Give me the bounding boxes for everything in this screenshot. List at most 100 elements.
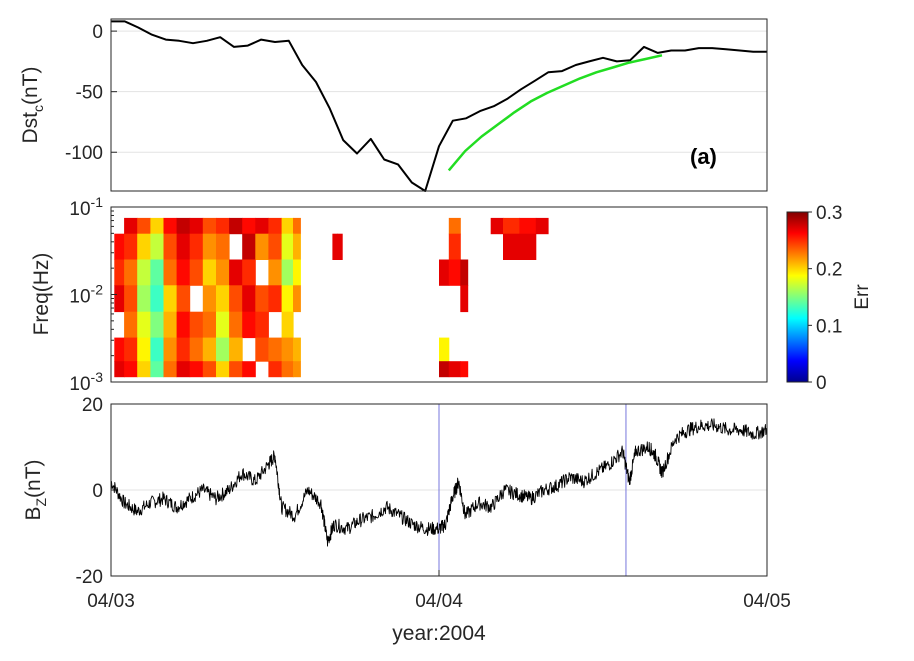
freq-tick-label: 10-3 [69, 369, 103, 395]
heatmap-cell [163, 217, 178, 235]
heatmap-cell [448, 233, 461, 260]
spectrum-ylabel: Freq(Hz) [30, 253, 53, 336]
heatmap-cell [255, 311, 269, 339]
heatmap-cell [439, 337, 450, 362]
heatmap-cell [460, 361, 469, 378]
heatmap-cell [137, 311, 151, 339]
heatmap-cell [242, 311, 256, 339]
heatmap-cell [176, 337, 191, 362]
heatmap-cell [281, 311, 294, 339]
heatmap-cell [242, 361, 256, 378]
heatmap-cell [150, 311, 164, 339]
colorbar-label: Err [852, 284, 873, 310]
heatmap-cell [114, 337, 125, 362]
heatmap-cell [535, 217, 549, 235]
heatmap-cell [268, 361, 282, 378]
colorbar: 0 0.1 0.2 0.3 Err [786, 203, 873, 394]
heatmap-cell [137, 259, 151, 286]
heatmap-cell [150, 285, 164, 313]
heatmap-cell [124, 233, 138, 260]
heatmap-cell [150, 259, 164, 286]
dst-tick-label: -100 [65, 143, 103, 164]
heatmap-cell [229, 217, 243, 235]
heatmap-cell [202, 285, 217, 313]
heatmap-cell [189, 337, 204, 362]
heatmap-cell [242, 285, 256, 313]
heatmap-cell [216, 311, 230, 339]
heatmap-cell [189, 311, 204, 339]
heatmap-cell [137, 361, 151, 378]
spectrum-axes-frame [110, 206, 768, 383]
freq-tick-base: 10 [69, 374, 90, 395]
bz-ylabel: BZ(nT) [22, 459, 49, 520]
freq-tick-base: 10 [69, 199, 90, 220]
heatmap-cell [137, 233, 151, 260]
dst-line [111, 20, 767, 192]
heatmap-cell [176, 311, 191, 339]
heatmap-cell [460, 285, 469, 313]
heatmap-cell [189, 217, 204, 235]
heatmap-cell [202, 259, 217, 286]
freq-tick-exponent: -2 [91, 282, 104, 298]
heatmap-cell [229, 285, 243, 313]
heatmap-cell [332, 233, 338, 260]
heatmap-cell [150, 361, 164, 378]
heatmap-cell [293, 285, 301, 313]
heatmap-cell [242, 233, 256, 260]
heatmap-cell [268, 259, 282, 286]
heatmap-cell [176, 233, 191, 260]
heatmap-cell [150, 233, 164, 260]
heatmap-cell [216, 337, 230, 362]
heatmap-cell [202, 361, 217, 378]
heatmap-cell [268, 337, 282, 362]
heatmap-cell [337, 233, 343, 260]
heatmap-cell [281, 217, 294, 235]
freq-tick-label: 10-1 [69, 194, 103, 220]
heatmap-cell [255, 233, 269, 260]
heatmap-cell [448, 259, 461, 286]
heatmap-cell [189, 361, 204, 378]
freq-tick-base: 10 [69, 287, 90, 308]
heatmap-cell [202, 217, 217, 235]
heatmap-cell [503, 217, 520, 235]
heatmap-cell [503, 233, 520, 260]
heatmap-cell [293, 337, 301, 362]
dst-tick-label: 0 [92, 22, 103, 43]
heatmap-cell [268, 217, 282, 235]
heatmap-cell [216, 361, 230, 378]
heatmap-cell [229, 259, 243, 286]
heatmap-cell [163, 259, 178, 286]
heatmap-cell [189, 259, 204, 286]
heatmap-cell [137, 217, 151, 235]
heatmap-cell [448, 361, 461, 378]
heatmap-cell [242, 259, 256, 286]
heatmap-cell [124, 259, 138, 286]
heatmap-cell [281, 337, 294, 362]
heatmap-cell [255, 337, 269, 362]
heatmap-cell [124, 285, 138, 313]
heatmap-cell [176, 361, 191, 378]
heatmap-cell [460, 259, 469, 286]
dst-panel: 0 -50 -100 (a) Dstc(nT) [19, 18, 768, 192]
heatmap-cell [202, 233, 217, 260]
heatmap-cell [293, 259, 301, 286]
heatmap-cell [202, 337, 217, 362]
dst-ylabel: Dstc(nT) [19, 67, 46, 144]
heatmap-cell [242, 217, 256, 235]
heatmap-cell [293, 217, 301, 235]
dst-series [111, 20, 767, 192]
colorbar-tick-label: 0.1 [816, 316, 842, 337]
heatmap-cell [519, 233, 537, 260]
heatmap-cell [114, 259, 125, 286]
heatmap-cell [490, 217, 504, 235]
heatmap-cell [176, 217, 191, 235]
dst-ylabel-unit: (nT) [19, 67, 42, 106]
heatmap-cell [293, 233, 301, 260]
heatmap-cell [163, 361, 178, 378]
heatmap-cell [163, 285, 178, 313]
heatmap-cell [255, 285, 269, 313]
dst-ylabel-main: Dst [19, 112, 42, 144]
heatmap-cell [229, 361, 243, 378]
freq-tick-exponent: -1 [91, 194, 104, 210]
spectrum-y-ticks: 10-110-210-3 [69, 194, 117, 395]
